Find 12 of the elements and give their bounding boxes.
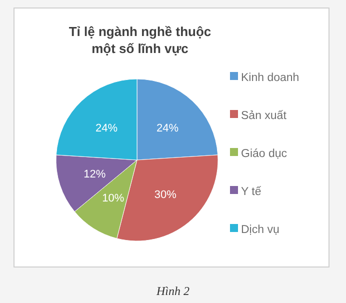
legend-label: Y tế <box>241 186 262 198</box>
legend-label: Giáo dục <box>241 148 288 160</box>
data-label: 10% <box>102 192 124 204</box>
data-label: 24% <box>156 122 179 134</box>
data-label: 24% <box>95 122 118 134</box>
text: Hình 2 <box>156 284 190 298</box>
chart-title: Tỉ lệ ngành nghề thuộc một số lĩnh vực <box>68 24 212 56</box>
legend-label: Sản xuất <box>241 110 288 122</box>
legend-label: Kinh doanh <box>241 72 300 84</box>
legend-label: Dịch vụ <box>241 224 280 236</box>
data-label: 12% <box>84 168 106 181</box>
data-label: 30% <box>154 189 177 202</box>
